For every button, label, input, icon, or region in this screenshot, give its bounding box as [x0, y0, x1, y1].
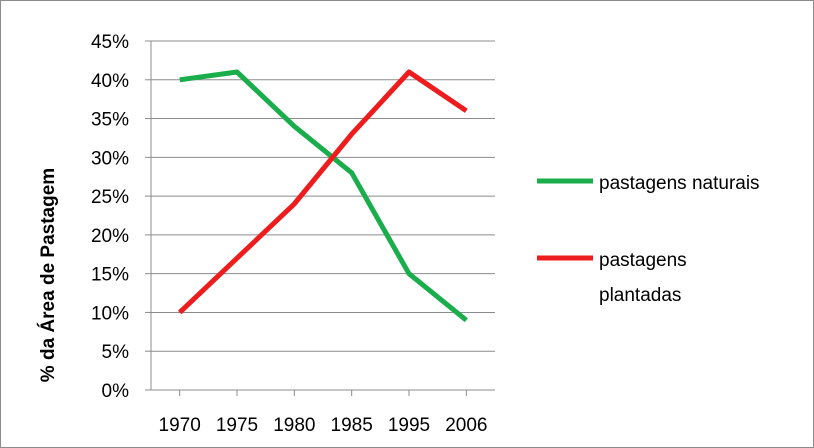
x-tick-label: 1975	[216, 415, 258, 436]
x-tick-label: 1995	[388, 415, 430, 436]
gridlines	[151, 40, 495, 352]
legend-label: plantadas	[599, 285, 681, 306]
y-tick-label: 45%	[91, 32, 129, 53]
y-tick-label: 20%	[91, 226, 129, 247]
series-line-2	[177, 69, 468, 315]
y-tick-label: 5%	[102, 342, 130, 363]
y-tick-label: 25%	[91, 187, 129, 208]
x-tick-label: 1980	[273, 415, 315, 436]
legend-label: pastagens naturais	[599, 173, 760, 194]
series-line-1	[179, 69, 468, 323]
y-tick-label: 35%	[91, 110, 129, 131]
legend-label: pastagens	[599, 250, 687, 271]
x-tick-label: 2006	[445, 415, 487, 436]
axes	[145, 40, 495, 396]
series-lines	[177, 69, 468, 323]
y-tick-label: 30%	[91, 148, 129, 169]
y-tick-label: 0%	[102, 381, 130, 402]
legend: pastagens naturais pastagens plantadas	[537, 173, 760, 306]
x-tick-labels: 1970 1975 1980 1985 1995 2006	[159, 415, 488, 436]
x-tick-label: 1985	[331, 415, 373, 436]
y-axis-label: % da Área de Pastagem	[37, 168, 59, 382]
y-tick-label: 10%	[91, 303, 129, 324]
y-tick-labels: 0% 5% 10% 15% 20% 25% 30% 35% 40% 45%	[91, 32, 129, 402]
y-tick-label: 40%	[91, 71, 129, 92]
x-tick-label: 1970	[159, 415, 201, 436]
y-tick-label: 15%	[91, 265, 129, 286]
